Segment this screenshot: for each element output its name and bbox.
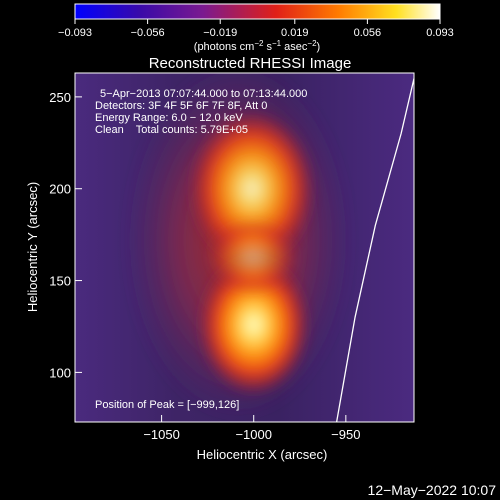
colorbar-tick-label: 0.019 <box>281 27 309 39</box>
x-tick-label: −1050 <box>143 427 180 442</box>
annotation-energy-range: Energy Range: 6.0 − 12.0 keV <box>95 112 243 124</box>
colorbar-tick-label: −0.019 <box>203 27 237 39</box>
chart-title: Reconstructed RHESSI Image <box>149 55 352 72</box>
x-tick-label: −950 <box>331 427 360 442</box>
annotation-time-range: 5−Apr−2013 07:07:44.000 to 07:13:44.000 <box>100 88 307 100</box>
y-tick-label: 100 <box>49 365 71 380</box>
colorbar-unit-label: (photons cm−2 s−1 asec−2) <box>194 39 320 53</box>
sources <box>189 110 314 395</box>
colorbar-tick-label: −0.056 <box>131 27 165 39</box>
y-axis-ticks: 100 150 200 250 <box>49 90 82 380</box>
y-tick-label: 200 <box>49 182 71 197</box>
colorbar-tick-label: −0.093 <box>58 27 92 39</box>
timestamp: 12−May−2022 10:07 <box>368 482 497 498</box>
y-tick-label: 150 <box>49 274 71 289</box>
y-tick-label: 250 <box>49 90 71 105</box>
emission-source <box>189 110 314 267</box>
colorbar-ticks: −0.093 −0.056 −0.019 0.019 0.056 0.093 <box>58 19 454 39</box>
plot-frame <box>74 72 415 423</box>
colorbar-tick-label: 0.093 <box>426 27 454 39</box>
x-axis-label: Heliocentric X (arcsec) <box>197 447 328 462</box>
annotation-detectors: Detectors: 3F 4F 5F 6F 7F 8F, Att 0 <box>95 100 267 112</box>
colorbar-gradient <box>74 3 441 20</box>
emission-bridge <box>207 221 298 292</box>
y-axis-label: Heliocentric Y (arcsec) <box>25 182 40 312</box>
image-plane <box>75 73 414 422</box>
annotations: 5−Apr−2013 07:07:44.000 to 07:13:44.000 … <box>95 88 307 411</box>
x-tick-label: −1000 <box>235 427 272 442</box>
x-axis-ticks: −1050 −1000 −950 <box>143 415 360 442</box>
colorbar-tick-label: 0.056 <box>354 27 382 39</box>
colorbar: −0.093 −0.056 −0.019 0.019 0.056 0.093 (photo… <box>58 3 454 53</box>
annotation-clean-counts: Clean Total counts: 5.79E+05 <box>95 124 248 136</box>
peak-position-label: Position of Peak = [−999,126] <box>95 399 239 411</box>
solar-limb-curve <box>335 78 414 422</box>
emission-source <box>198 254 309 395</box>
